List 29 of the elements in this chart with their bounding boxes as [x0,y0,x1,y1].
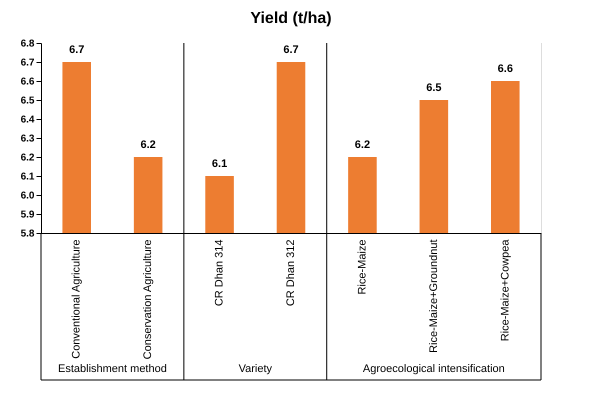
band-label: Variety [238,363,272,375]
x-tick-label: Conservation Agriculture [142,240,154,360]
y-tick-label: 6.1 [20,172,35,182]
y-tick-label: 6.8 [20,38,35,50]
y-tick-label: 6.3 [20,134,35,144]
band-label: Agroecological intensification [362,363,505,375]
data-label: 6.2 [140,139,156,151]
data-label: 6.2 [354,139,370,151]
data-label: 6.6 [498,63,513,75]
y-tick-label: 6.0 [20,190,35,202]
y-tick-label: 6.4 [20,114,35,126]
y-tick-label: 5.9 [20,210,35,220]
data-label: 6.5 [426,82,442,94]
x-tick-label: Conventional Agriculture [70,240,83,359]
y-tick-label: 6.2 [20,152,35,164]
x-tick-label: Rice-Maize+Cowpea [499,238,512,342]
x-tick-label: CR Dhan 314 [214,240,226,306]
y-tick-label: 6.5 [20,96,35,106]
data-label: 6.7 [283,44,299,56]
x-tick-label: Rice-Maize+Groundnut [428,240,440,353]
x-tick-label: Rice-Maize [356,240,368,295]
x-tick-label: CR Dhan 312 [285,240,297,306]
y-tick-label: 5.8 [20,228,35,240]
data-label: 6.1 [212,158,228,170]
band-label: Establishment method [58,363,167,375]
y-tick-label: 6.6 [20,76,35,88]
data-label: 6.7 [69,44,84,56]
y-tick-label: 6.7 [20,58,35,68]
chart-title: Yield (t/ha) [250,10,332,27]
